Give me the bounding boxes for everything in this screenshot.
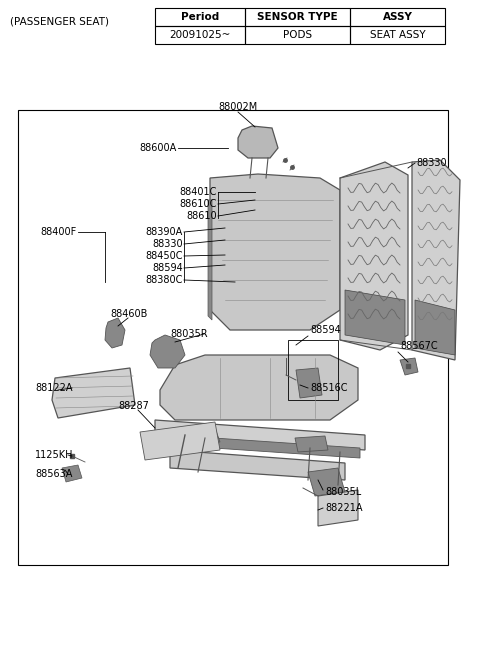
Polygon shape [318, 490, 358, 526]
Polygon shape [340, 162, 408, 350]
Polygon shape [295, 436, 328, 452]
Text: 88122A: 88122A [35, 383, 72, 393]
Text: 88035R: 88035R [170, 329, 208, 339]
Polygon shape [412, 160, 460, 360]
Text: Period: Period [181, 12, 219, 22]
Polygon shape [170, 450, 345, 480]
Text: 88380C: 88380C [145, 275, 183, 285]
Text: 88287: 88287 [118, 401, 149, 411]
Bar [18, 110, 448, 565]
Text: 88594: 88594 [152, 263, 183, 273]
Text: 88035L: 88035L [325, 487, 361, 497]
Polygon shape [296, 368, 322, 398]
Polygon shape [170, 435, 360, 458]
Bar [350, 8, 445, 26]
Text: 88390A: 88390A [146, 227, 183, 237]
Polygon shape [155, 420, 365, 450]
Text: 88594: 88594 [310, 325, 341, 335]
Text: 88330: 88330 [152, 239, 183, 249]
Text: 88330: 88330 [416, 158, 446, 168]
Polygon shape [105, 318, 125, 348]
Text: PODS: PODS [283, 30, 312, 40]
Text: 88600A: 88600A [140, 143, 177, 153]
Text: 88516C: 88516C [310, 383, 348, 393]
Text: SEAT ASSY: SEAT ASSY [370, 30, 425, 40]
Polygon shape [208, 200, 212, 320]
Text: 1125KH: 1125KH [35, 450, 73, 460]
Text: 88002M: 88002M [218, 102, 258, 112]
Polygon shape [52, 368, 135, 418]
Text: 20091025~: 20091025~ [169, 30, 231, 40]
Bar [288, 340, 338, 400]
Polygon shape [190, 428, 220, 445]
Polygon shape [62, 465, 82, 482]
Polygon shape [308, 468, 345, 496]
Text: 88221A: 88221A [325, 503, 362, 513]
Polygon shape [345, 290, 405, 345]
Text: 88567C: 88567C [400, 341, 438, 351]
Polygon shape [140, 422, 220, 460]
Text: 88450C: 88450C [145, 251, 183, 261]
Polygon shape [160, 355, 358, 420]
Text: 88460B: 88460B [110, 309, 147, 319]
Bar [245, 8, 350, 26]
Polygon shape [415, 300, 455, 355]
Bar [350, 26, 445, 44]
Text: 88401C: 88401C [180, 187, 217, 197]
Polygon shape [238, 126, 278, 158]
Bar [155, 26, 245, 44]
Text: 88610C: 88610C [180, 199, 217, 209]
Text: ASSY: ASSY [383, 12, 412, 22]
Text: 88400F: 88400F [41, 227, 77, 237]
Polygon shape [400, 358, 418, 375]
Text: 88610: 88610 [186, 211, 217, 221]
Bar [245, 26, 350, 44]
Bar [155, 8, 245, 26]
Polygon shape [210, 174, 340, 330]
Text: SENSOR TYPE: SENSOR TYPE [257, 12, 338, 22]
Polygon shape [150, 335, 185, 368]
Text: 88563A: 88563A [35, 469, 72, 479]
Text: (PASSENGER SEAT): (PASSENGER SEAT) [10, 16, 109, 26]
